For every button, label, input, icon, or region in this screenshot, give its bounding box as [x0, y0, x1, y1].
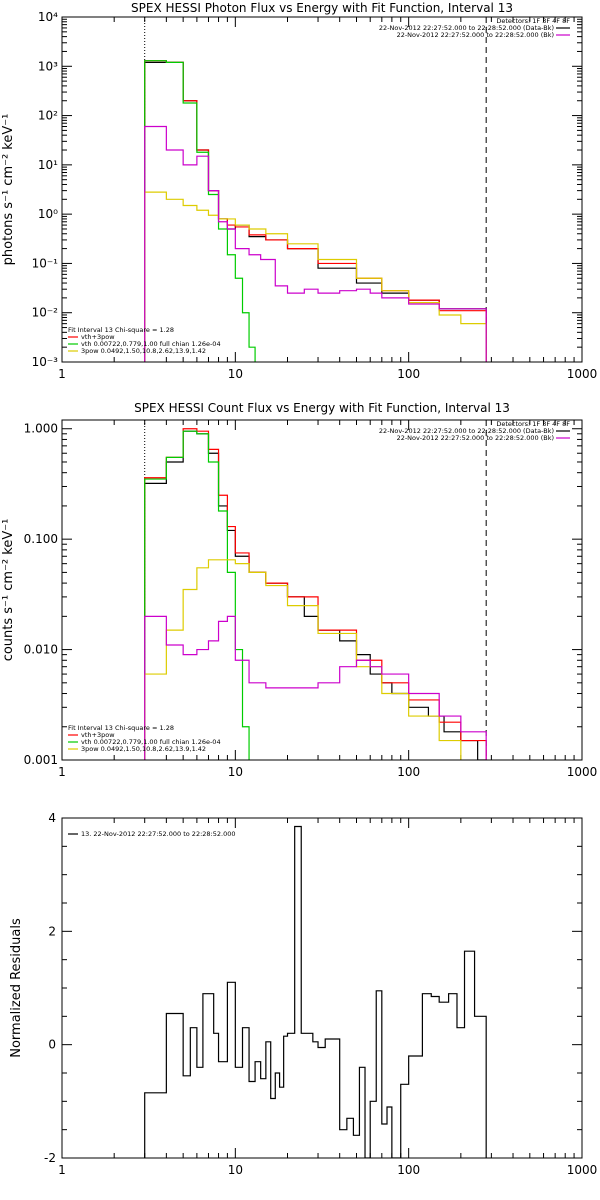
x-tick-label: 100	[397, 765, 420, 779]
x-tick-label: 10	[228, 765, 243, 779]
y-tick-label: 0.001	[24, 753, 58, 767]
y-tick-label: 0	[48, 1038, 56, 1052]
y-tick-label: 10⁻³	[32, 355, 59, 369]
x-tick-label: 1000	[567, 367, 598, 381]
y-axis-label: Normalized Residuals	[9, 918, 24, 1058]
y-axis-label: counts s⁻¹ cm⁻² keV⁻¹	[1, 519, 16, 662]
y-tick-label: 10⁴	[38, 10, 58, 24]
legend-left-text: Fit Interval 13 Chi-square = 1.28	[68, 326, 174, 334]
x-tick-label: 10	[228, 1163, 243, 1177]
y-tick-label: -2	[44, 1151, 56, 1165]
series-line-3	[144, 60, 256, 362]
legend-right-text: 22-Nov-2012 22:27:52.000 to 22:28:52.000…	[397, 31, 554, 39]
legend-left-text: Fit Interval 13 Chi-square = 1.28	[68, 724, 174, 732]
legend-right-text: Detectors: 1F 3F 4F 8F	[496, 420, 570, 428]
legend-right-text: 22-Nov-2012 22:27:52.000 to 22:28:52.000…	[379, 24, 554, 32]
x-tick-label: 100	[397, 367, 420, 381]
chart-panel-1: SPEX HESSI Photon Flux vs Energy with Fi…	[1, 1, 597, 381]
legend-left-text: 13. 22-Nov-2012 22:27:52.000 to 22:28:52…	[81, 830, 235, 838]
series-line-2	[144, 60, 487, 362]
x-tick-label: 100	[397, 1163, 420, 1177]
y-axis-label: photons s⁻¹ cm⁻² keV⁻¹	[1, 114, 16, 266]
legend-left-text: vth+3pow	[81, 333, 115, 341]
plot-frame	[61, 817, 583, 1159]
x-tick-label: 1000	[567, 1163, 598, 1177]
series-line-5	[144, 615, 487, 760]
series-line-5	[144, 125, 487, 362]
data-series	[144, 60, 487, 362]
series-line-1	[144, 825, 487, 1158]
y-tick-label: 1.000	[24, 422, 58, 436]
legend-right-text: Detectors: 1F 3F 4F 8F	[496, 17, 570, 25]
series-line-3	[144, 430, 250, 760]
x-tick-label: 10	[228, 367, 243, 381]
x-tick-label: 1	[58, 1163, 66, 1177]
plot-frame	[61, 419, 583, 761]
series-line-1	[144, 61, 487, 362]
y-tick-label: 4	[48, 811, 56, 825]
legend-left-text: vth 0.00722,0.779,1.00 full chian 1.26e-…	[81, 738, 221, 746]
chart-panel-2: SPEX HESSI Count Flux vs Energy with Fit…	[1, 401, 597, 779]
series-line-4	[144, 191, 487, 362]
x-tick-label: 1	[58, 367, 66, 381]
chart-title: SPEX HESSI Photon Flux vs Energy with Fi…	[131, 1, 513, 15]
y-tick-label: 10⁰	[38, 207, 58, 221]
y-tick-label: 0.100	[24, 532, 58, 546]
y-tick-label: 10²	[38, 109, 58, 123]
legend-right-text: 22-Nov-2012 22:27:52.000 to 22:28:52.000…	[379, 427, 554, 435]
data-series	[144, 825, 487, 1158]
y-tick-label: 10¹	[38, 158, 58, 172]
legend-left-text: 3pow 0.0492,1.50,10.8,2.62,13.9,1.42	[81, 745, 206, 753]
y-tick-label: 10⁻¹	[32, 256, 59, 270]
legend-left-text: 3pow 0.0492,1.50,10.8,2.62,13.9,1.42	[81, 347, 206, 355]
data-series	[144, 428, 487, 760]
y-tick-label: 0.010	[24, 643, 58, 657]
y-tick-label: 2	[48, 924, 56, 938]
legend-left-text: vth 0.00722,0.779,1.00 full chian 1.26e-…	[81, 340, 221, 348]
series-line-2	[144, 428, 487, 760]
y-tick-label: 10⁻²	[32, 306, 59, 320]
chart-title: SPEX HESSI Count Flux vs Energy with Fit…	[134, 401, 510, 415]
x-tick-label: 1000	[567, 765, 598, 779]
series-line-1	[144, 430, 487, 760]
legend-left-text: vth+3pow	[81, 731, 115, 739]
x-tick-label: 1	[58, 765, 66, 779]
series-line-4	[144, 559, 462, 760]
legend-right-text: 22-Nov-2012 22:27:52.000 to 22:28:52.000…	[397, 434, 554, 442]
plot-frame	[61, 16, 583, 363]
chart-panel-3: Normalized Residuals 1 10 100 1000 -2 0 2 4 13. 2…	[9, 811, 597, 1177]
y-tick-label: 10³	[38, 59, 58, 73]
